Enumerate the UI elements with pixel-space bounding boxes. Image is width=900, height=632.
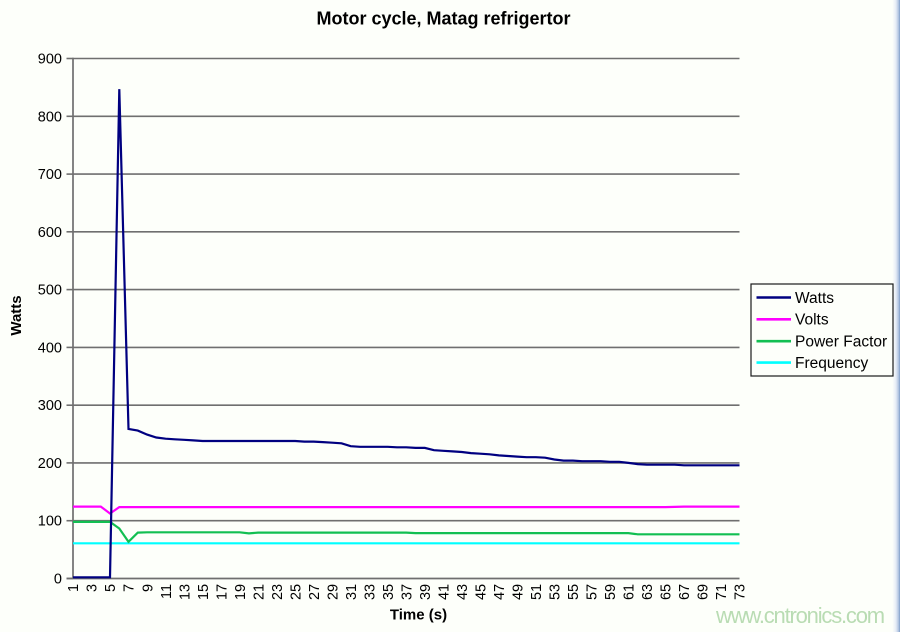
svg-text:45: 45: [474, 584, 490, 600]
svg-text:Frequency: Frequency: [795, 355, 868, 372]
svg-text:Watts: Watts: [795, 290, 834, 307]
svg-text:39: 39: [418, 584, 434, 600]
svg-text:Motor cycle, Matag refrigertor: Motor cycle, Matag refrigertor: [316, 9, 570, 29]
svg-text:61: 61: [622, 584, 638, 600]
svg-text:37: 37: [399, 584, 415, 600]
svg-text:15: 15: [196, 584, 212, 600]
svg-text:49: 49: [511, 584, 527, 600]
svg-text:43: 43: [455, 584, 471, 600]
svg-text:63: 63: [640, 584, 656, 600]
svg-text:33: 33: [362, 584, 378, 600]
svg-text:500: 500: [38, 283, 62, 299]
svg-text:Time (s): Time (s): [390, 607, 447, 624]
svg-text:400: 400: [38, 340, 62, 356]
svg-text:73: 73: [733, 584, 749, 600]
svg-text:47: 47: [492, 584, 508, 600]
svg-text:71: 71: [714, 584, 730, 600]
svg-text:19: 19: [233, 584, 249, 600]
svg-text:23: 23: [270, 584, 286, 600]
svg-text:5: 5: [103, 584, 119, 592]
svg-text:59: 59: [603, 584, 619, 600]
svg-text:31: 31: [344, 584, 360, 600]
svg-text:53: 53: [548, 584, 564, 600]
svg-text:35: 35: [381, 584, 397, 600]
svg-text:57: 57: [585, 584, 601, 600]
svg-text:1: 1: [66, 584, 82, 592]
svg-text:300: 300: [38, 398, 62, 414]
svg-text:55: 55: [566, 584, 582, 600]
svg-text:3: 3: [85, 584, 101, 592]
svg-text:200: 200: [38, 456, 62, 472]
svg-text:600: 600: [38, 225, 62, 241]
svg-text:27: 27: [307, 584, 323, 600]
svg-text:11: 11: [159, 584, 175, 599]
svg-text:www.cntronics.com: www.cntronics.com: [715, 603, 884, 628]
svg-text:25: 25: [288, 584, 304, 600]
svg-text:Volts: Volts: [795, 312, 829, 329]
svg-text:9: 9: [140, 584, 156, 592]
svg-text:65: 65: [659, 584, 675, 600]
svg-text:41: 41: [437, 584, 453, 600]
svg-text:69: 69: [696, 584, 712, 600]
svg-text:17: 17: [214, 584, 230, 600]
svg-text:29: 29: [325, 584, 341, 600]
svg-text:100: 100: [38, 514, 62, 530]
svg-text:700: 700: [38, 167, 62, 183]
svg-text:67: 67: [677, 584, 693, 600]
svg-text:Watts: Watts: [8, 295, 25, 335]
svg-text:51: 51: [529, 584, 545, 600]
svg-text:7: 7: [122, 584, 138, 592]
svg-text:Power Factor: Power Factor: [795, 334, 887, 351]
svg-text:21: 21: [251, 584, 267, 600]
svg-text:900: 900: [38, 52, 62, 68]
svg-text:800: 800: [38, 109, 62, 125]
svg-text:0: 0: [54, 572, 62, 588]
svg-text:13: 13: [177, 584, 193, 600]
